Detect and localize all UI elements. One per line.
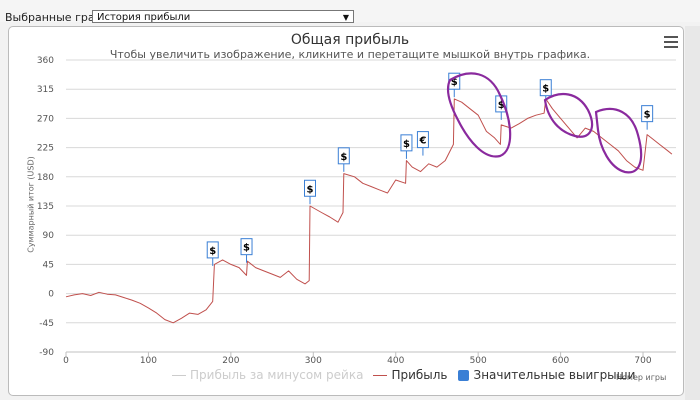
legend-label-profit: Прибыль <box>391 368 448 382</box>
y-tick-label: 135 <box>37 202 54 212</box>
chevron-down-icon: ▼ <box>342 13 349 22</box>
legend-line-icon <box>373 374 388 376</box>
big-win-marker <box>240 238 253 256</box>
x-tick-label: 400 <box>387 356 404 366</box>
y-tick-label: 360 <box>37 56 54 66</box>
series-line-1 <box>65 98 673 324</box>
big-win-marker-label: $ <box>644 110 651 121</box>
y-tick-label: -45 <box>39 319 54 329</box>
hamburger-menu-icon[interactable] <box>664 36 678 48</box>
legend-box-icon <box>457 369 469 381</box>
big-win-marker-label: $ <box>307 184 314 195</box>
big-win-marker-label: € <box>418 136 426 147</box>
y-tick-label: 45 <box>43 260 54 270</box>
big-win-marker <box>539 79 552 97</box>
big-win-marker <box>416 131 429 149</box>
y-tick-label: 0 <box>48 290 54 300</box>
big-win-marker <box>206 241 219 259</box>
x-tick-label: 100 <box>140 356 157 366</box>
x-tick-label: 600 <box>552 356 569 366</box>
y-axis-title: Суммарный итог (USD) <box>26 156 36 253</box>
big-win-marker-label: $ <box>498 100 505 111</box>
big-win-marker-label: $ <box>243 243 250 254</box>
big-win-marker <box>641 105 654 123</box>
x-tick-label: 700 <box>634 356 651 366</box>
big-win-marker-label: $ <box>451 77 458 88</box>
legend-item-big-wins[interactable]: Значительные выигрыши <box>457 368 636 382</box>
legend-label-big-wins: Значительные выигрыши <box>473 368 636 382</box>
big-win-marker-label: $ <box>340 152 347 163</box>
chart-select-dropdown[interactable]: История прибыли ▼ <box>92 10 354 23</box>
chart-select-value: История прибыли <box>97 12 191 23</box>
legend-item-net-profit[interactable]: Прибыль за минусом рейка <box>172 368 363 382</box>
big-win-marker-label: $ <box>209 246 216 257</box>
legend-line-icon <box>172 374 186 376</box>
chart-container <box>8 26 684 396</box>
chart-subtitle: Чтобы увеличить изображение, кликните и … <box>109 48 591 61</box>
big-win-marker-label: $ <box>542 84 549 95</box>
chart-title: Общая прибыль <box>290 32 410 48</box>
legend-item-profit[interactable]: Прибыль <box>373 368 448 382</box>
chart-legend: Прибыль за минусом рейка Прибыль Значите… <box>172 368 645 382</box>
annotation-scribble <box>594 107 643 174</box>
y-tick-label: 270 <box>37 114 54 124</box>
x-tick-label: 500 <box>470 356 487 366</box>
big-win-marker <box>337 147 350 165</box>
x-tick-label: 0 <box>63 356 69 366</box>
y-tick-label: 90 <box>43 231 55 241</box>
x-tick-label: 200 <box>222 356 239 366</box>
y-tick-label: 180 <box>37 173 54 183</box>
x-tick-label: 300 <box>305 356 322 366</box>
big-win-marker <box>304 179 316 197</box>
x-axis-title: Номер игры <box>616 373 667 382</box>
scrollbar[interactable] <box>685 26 700 400</box>
annotation-scribble <box>543 92 593 138</box>
legend-label-net-profit: Прибыль за минусом рейка <box>190 368 364 382</box>
annotation-scribble <box>446 72 512 158</box>
y-tick-label: 315 <box>37 85 54 95</box>
big-win-marker <box>400 134 413 152</box>
y-tick-label: 225 <box>37 144 54 154</box>
big-win-marker-label: $ <box>403 139 410 150</box>
y-tick-label: -90 <box>39 348 54 358</box>
